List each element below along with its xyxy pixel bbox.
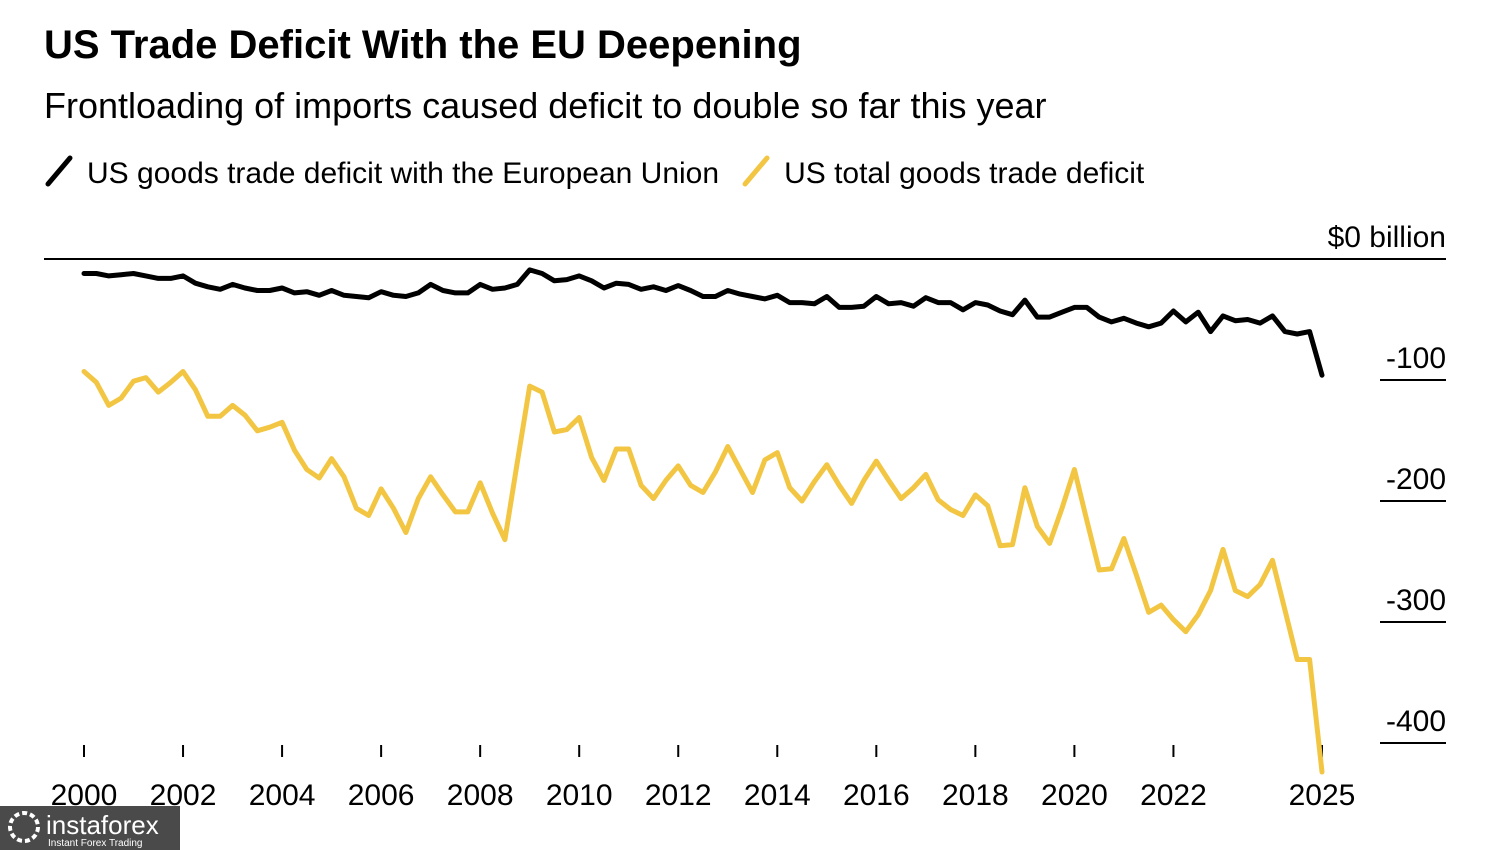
- x-tick-label: 2020: [1041, 779, 1108, 812]
- series-line: [81, 267, 1325, 378]
- watermark: instaforex Instant Forex Trading: [0, 806, 180, 850]
- x-tick-label: 2010: [546, 779, 613, 812]
- x-tick-label: 2002: [150, 779, 217, 812]
- watermark-icon: [8, 811, 40, 843]
- y-tick-label: -400: [1386, 705, 1446, 738]
- chart-subtitle: Frontloading of imports caused deficit t…: [44, 85, 1047, 126]
- y-tick-label: -100: [1386, 342, 1446, 375]
- legend-swatch: [45, 155, 73, 187]
- x-tick-label: 2008: [447, 779, 514, 812]
- x-tick-label: 2022: [1140, 779, 1207, 812]
- x-tick-label: 2016: [843, 779, 910, 812]
- x-tick-label: 2006: [348, 779, 415, 812]
- chart-title: US Trade Deficit With the EU Deepening: [44, 23, 802, 67]
- watermark-brand: instaforex: [46, 810, 159, 840]
- legend-label: US goods trade deficit with the European…: [87, 157, 719, 190]
- x-tick-label: 2000: [51, 779, 118, 812]
- legend-swatch: [742, 155, 770, 187]
- watermark-bg: [0, 806, 180, 850]
- y-tick-label: -200: [1386, 463, 1446, 496]
- y-tick-label: $0 billion: [1328, 221, 1446, 254]
- x-tick-label: 2025: [1289, 779, 1356, 812]
- x-tick-label: 2014: [744, 779, 811, 812]
- x-tick-label: 2012: [645, 779, 712, 812]
- watermark-tagline: Instant Forex Trading: [48, 838, 143, 849]
- series-line: [81, 369, 1325, 775]
- x-tick-label: 2004: [249, 779, 316, 812]
- x-tick-label: 2018: [942, 779, 1009, 812]
- legend-label: US total goods trade deficit: [784, 157, 1145, 190]
- y-tick-label: -300: [1386, 584, 1446, 617]
